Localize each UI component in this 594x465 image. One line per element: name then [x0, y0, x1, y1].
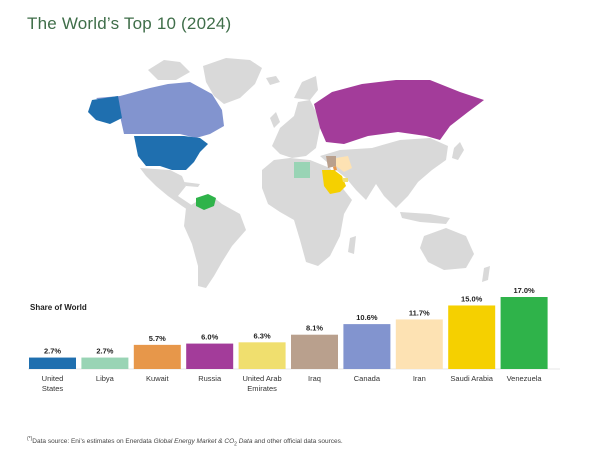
- mexico-shape: [140, 168, 198, 214]
- footnote-italic-1: Global Energy Market & CO: [153, 438, 235, 446]
- category-label-saudi-arabia: Saudi Arabia: [450, 374, 493, 383]
- category-label-iran: Iran: [413, 374, 426, 383]
- value-label-venezuela: 17.0%: [513, 286, 535, 295]
- page-title: The World’s Top 10 (2024): [27, 14, 232, 33]
- bar-iran: [395, 319, 443, 369]
- footnote-marker: (*): [27, 436, 33, 442]
- australia-shape: [420, 228, 474, 270]
- category-label-iraq: Iraq: [308, 374, 321, 383]
- value-label-canada: 10.6%: [356, 313, 378, 322]
- scandinavia-shape: [294, 76, 318, 100]
- map-russia: [314, 80, 484, 144]
- map-alaska: [88, 96, 122, 124]
- value-label-saudi-arabia: 15.0%: [461, 294, 483, 303]
- highlighted-countries: [88, 80, 484, 210]
- map-united-states: [134, 136, 208, 170]
- category-label-canada: Canada: [354, 374, 381, 383]
- value-label-kuwait: 5.7%: [149, 334, 166, 343]
- footnote-suffix: and other official data sources.: [252, 438, 343, 446]
- value-label-russia: 6.0%: [201, 333, 218, 342]
- map-libya: [294, 162, 310, 178]
- bar-kuwait: [133, 344, 181, 369]
- cuba-shape: [184, 182, 200, 187]
- japan-shape: [452, 142, 464, 160]
- category-label-united-states-line-1: United: [42, 374, 64, 383]
- asia-shape: [320, 138, 448, 208]
- map-kuwait: [333, 166, 337, 171]
- bar-canada: [343, 324, 391, 369]
- footnote-subscript: 2: [234, 441, 237, 448]
- bar-united-arab-emirates: [238, 342, 286, 369]
- category-label-kuwait: Kuwait: [146, 374, 169, 383]
- category-label-venezuela: Venezuela: [507, 374, 543, 383]
- category-label-united-states-line-2: States: [42, 384, 64, 393]
- map-canada: [96, 82, 224, 138]
- bar-united-states: [29, 357, 76, 369]
- category-label-russia: Russia: [198, 374, 222, 383]
- footnote-prefix: Data source: Eni’s estimates on Enerdata: [32, 438, 154, 446]
- new-zealand-shape: [482, 266, 490, 282]
- world-map: [88, 58, 490, 288]
- category-label-united-arab-emirates-line-1: United Arab: [242, 374, 281, 383]
- category-label-libya: Libya: [96, 374, 115, 383]
- category-label-united-arab-emirates-line-2: Emirates: [247, 384, 277, 393]
- bar-iraq: [291, 334, 338, 369]
- value-label-united-states: 2.7%: [44, 347, 61, 356]
- iceland-shape: [266, 76, 280, 85]
- madagascar-shape: [348, 236, 356, 254]
- bar-russia: [186, 343, 234, 369]
- map-iraq: [326, 156, 336, 168]
- value-label-iran: 11.7%: [409, 308, 430, 317]
- footnote-italic-2: Data: [236, 438, 253, 446]
- value-label-iraq: 8.1%: [306, 324, 323, 333]
- chart-ylabel: Share of World: [30, 303, 87, 312]
- arctic-islands-shape: [148, 60, 190, 80]
- map-venezuela: [196, 194, 216, 210]
- bar-venezuela: [500, 297, 548, 369]
- south-america-shape: [184, 196, 246, 288]
- footnote: (*)Data source: Eni’s estimates on Enerd…: [27, 436, 343, 447]
- value-label-united-arab-emirates: 6.3%: [254, 331, 271, 340]
- map-iran: [336, 156, 352, 172]
- bar-libya: [81, 357, 129, 369]
- value-label-libya: 2.7%: [96, 347, 113, 356]
- greenland-shape: [203, 58, 262, 104]
- bar-saudi-arabia: [448, 305, 496, 369]
- uk-shape: [270, 112, 280, 128]
- europe-shape: [272, 100, 320, 158]
- map-united-arab-emirates: [342, 178, 348, 182]
- map-saudi-arabia: [322, 170, 346, 194]
- indonesia-shape: [400, 212, 450, 224]
